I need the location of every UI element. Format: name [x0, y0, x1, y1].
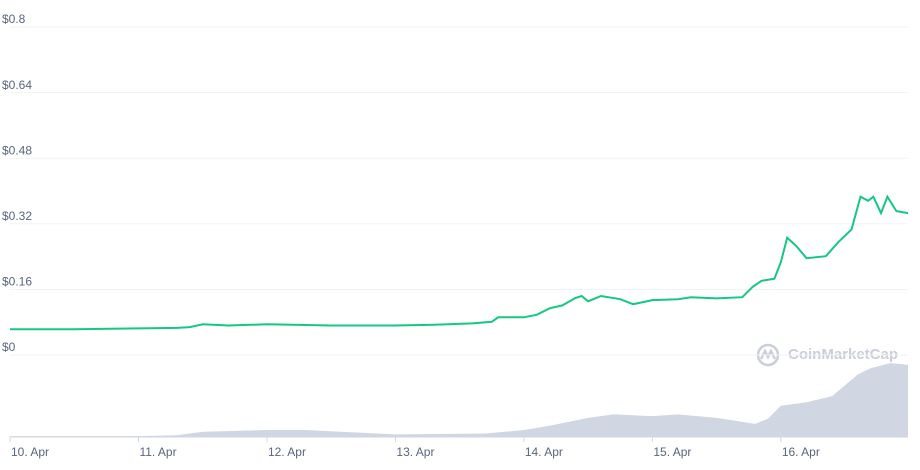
x-tick-label: 11. Apr	[139, 445, 176, 459]
x-tick-label: 13. Apr	[396, 445, 434, 459]
y-tick-label: $0.8	[2, 12, 26, 26]
x-tick-label: 15. Apr	[653, 445, 691, 459]
x-tick-label: 16. Apr	[782, 445, 820, 459]
price-line	[10, 194, 909, 331]
y-tick-label: $0	[2, 340, 16, 354]
x-tick-label: 10. Apr	[11, 445, 49, 459]
watermark: CoinMarketCap	[788, 346, 898, 363]
y-tick-label: $0.48	[2, 143, 32, 157]
y-tick-label: $0.32	[2, 209, 32, 223]
y-tick-label: $0.16	[2, 275, 32, 289]
x-tick-label: 14. Apr	[525, 445, 563, 459]
volume-area	[10, 363, 908, 437]
x-tick-label: 12. Apr	[268, 445, 306, 459]
y-tick-label: $0.64	[2, 78, 32, 92]
